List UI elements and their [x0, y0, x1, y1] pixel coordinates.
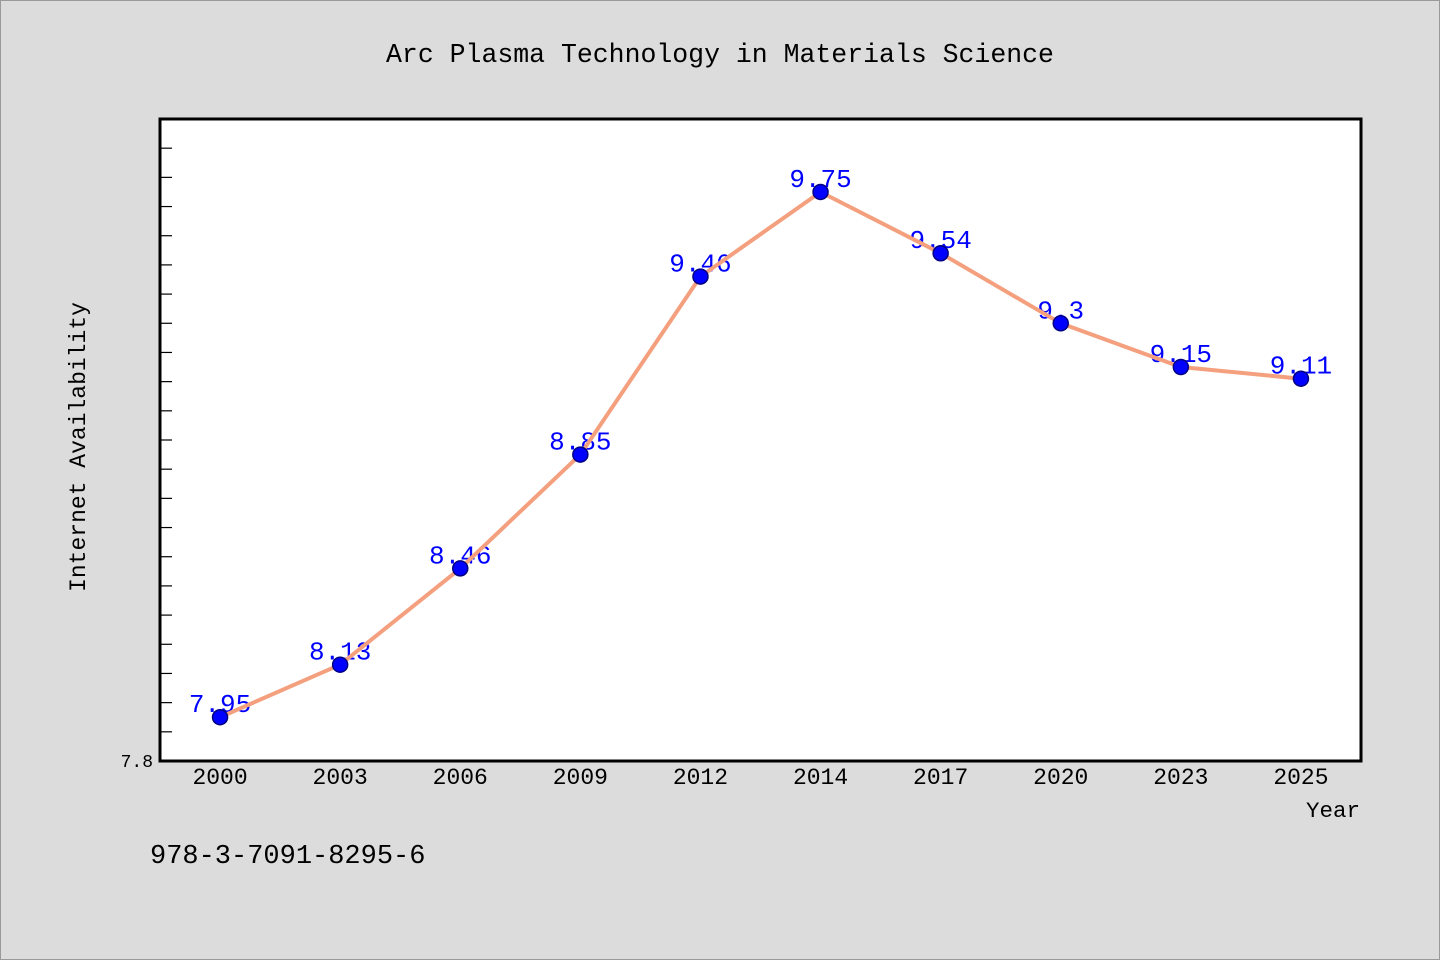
y-tick-label: 7.8	[121, 753, 153, 773]
x-tick-label: 2000	[192, 765, 247, 791]
x-tick-label: 2006	[433, 765, 488, 791]
data-point-marker	[932, 244, 949, 262]
y-axis-label: Internet Availability	[66, 302, 92, 592]
x-axis-label: Year	[1306, 798, 1360, 824]
series-line	[218, 190, 1303, 720]
data-point-marker	[692, 268, 709, 285]
footer-code: 978-3-7091-8295-6	[150, 842, 425, 872]
y-axis-tick-labels: 7.8	[121, 753, 153, 773]
data-point-marker	[211, 708, 229, 726]
x-tick-label: 2012	[673, 765, 728, 791]
data-point-marker	[572, 446, 589, 463]
data-point-marker	[1172, 358, 1190, 376]
data-point-marker	[452, 560, 469, 577]
data-point-marker	[1292, 370, 1310, 387]
x-tick-label: 2009	[553, 765, 608, 791]
plot-area	[158, 117, 1363, 763]
x-tick-label: 2014	[793, 765, 848, 791]
chart-title: Arc Plasma Technology in Materials Scien…	[386, 40, 1054, 70]
data-point-marker	[1052, 315, 1069, 332]
x-tick-label: 2025	[1273, 765, 1328, 791]
data-point-marker	[812, 183, 829, 201]
data-point-marker	[331, 656, 349, 673]
x-tick-label: 2020	[1033, 765, 1088, 791]
x-tick-label: 2017	[913, 765, 968, 791]
x-tick-label: 2023	[1153, 765, 1208, 791]
x-tick-label: 2003	[313, 765, 368, 791]
x-axis-tick-labels: 2000 2003 2006 2009 2012 2014 2017 2020 2023 2025	[192, 765, 1328, 791]
y-axis-minor-ticks	[160, 147, 172, 733]
data-markers	[211, 183, 1310, 726]
